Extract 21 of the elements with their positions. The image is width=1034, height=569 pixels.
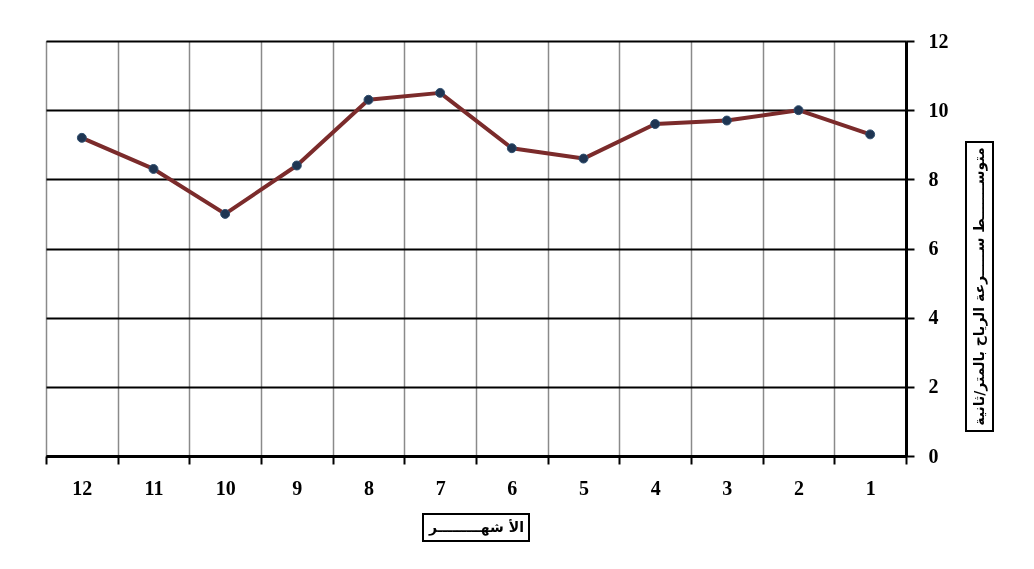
- x-tick-label: 3: [722, 476, 733, 499]
- y-axis-title: متوســـــــط ســـــرعة الرياح بالمتر/ثانية: [970, 147, 988, 426]
- y-tick-label: 12: [928, 29, 949, 52]
- x-axis-title: الأ شهـــــــــر: [428, 518, 524, 536]
- y-tick-label: 8: [928, 167, 939, 190]
- x-tick-label: 7: [435, 476, 446, 499]
- x-tick-label: 1: [865, 476, 876, 499]
- y-tick-label: 10: [928, 98, 949, 121]
- x-tick-label: 4: [650, 476, 661, 499]
- x-tick-label: 9: [292, 476, 303, 499]
- x-tick-label: 11: [144, 476, 164, 499]
- x-tick-label: 8: [364, 476, 374, 499]
- x-tick-label: 5: [579, 476, 589, 499]
- x-tick-label: 12: [72, 476, 93, 499]
- x-tick-label: 6: [507, 476, 518, 499]
- y-tick-label: 2: [928, 375, 939, 398]
- y-tick-label: 6: [928, 237, 939, 259]
- y-tick-label: 0: [928, 444, 939, 467]
- x-tick-label: 10: [215, 476, 236, 499]
- x-tick-label: 2: [794, 476, 804, 499]
- y-tick-label: 4: [928, 306, 939, 329]
